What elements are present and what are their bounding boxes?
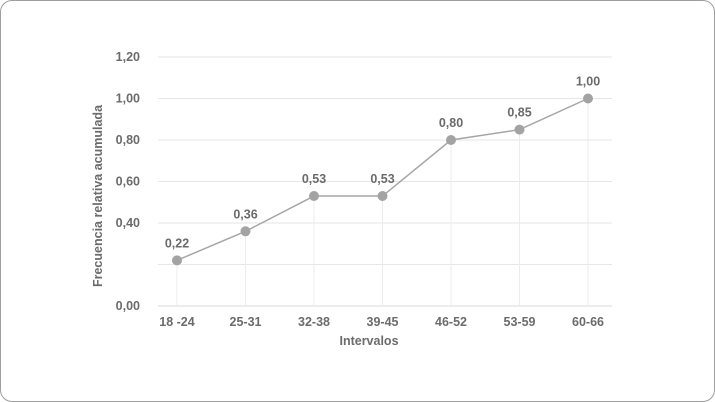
x-axis-title: Intervalos [339,334,398,348]
x-tick-label: 39-45 [367,315,399,329]
data-label: 0,53 [370,172,394,186]
x-tick-label: 60-66 [572,315,604,329]
data-label: 0,80 [439,116,463,130]
data-point [583,93,593,104]
gridlines [158,56,612,307]
data-point [172,255,182,266]
y-tick-label: 0,80 [116,133,140,147]
data-label: 0,85 [507,106,531,120]
data-points [172,93,593,266]
data-label: 0,36 [233,207,257,221]
data-label: 1,00 [576,75,600,89]
data-point [309,191,319,202]
y-tick-label: 1,00 [116,92,140,106]
data-label: 0,53 [302,172,326,186]
x-tick-label: 32-38 [298,315,330,329]
x-tick-label: 25-31 [230,315,262,329]
data-point [514,124,525,135]
y-tick-label: 0,00 [116,299,140,313]
drop-lines [176,98,589,306]
data-labels: 0,22 0,36 0,53 0,53 0,80 0,85 1,00 [165,75,600,251]
y-tick-label: 0,40 [116,216,140,230]
y-axis-ticks: 0,00 0,40 0,60 0,80 1,00 1,20 [116,50,140,313]
data-point [240,226,251,237]
x-tick-label: 53-59 [504,315,536,329]
y-tick-label: 1,20 [116,50,140,64]
x-axis-ticks: 18 -24 25-31 32-38 39-45 46-52 53-59 60-66 [159,315,604,329]
x-tick-label: 46-52 [435,315,467,329]
data-point [446,135,456,145]
x-tick-label: 18 -24 [159,315,194,329]
data-label: 0,22 [165,236,189,250]
y-axis-title: Frecuencia relativa acumulada [91,104,105,287]
data-point [377,191,388,202]
y-tick-label: 0,60 [116,175,140,189]
